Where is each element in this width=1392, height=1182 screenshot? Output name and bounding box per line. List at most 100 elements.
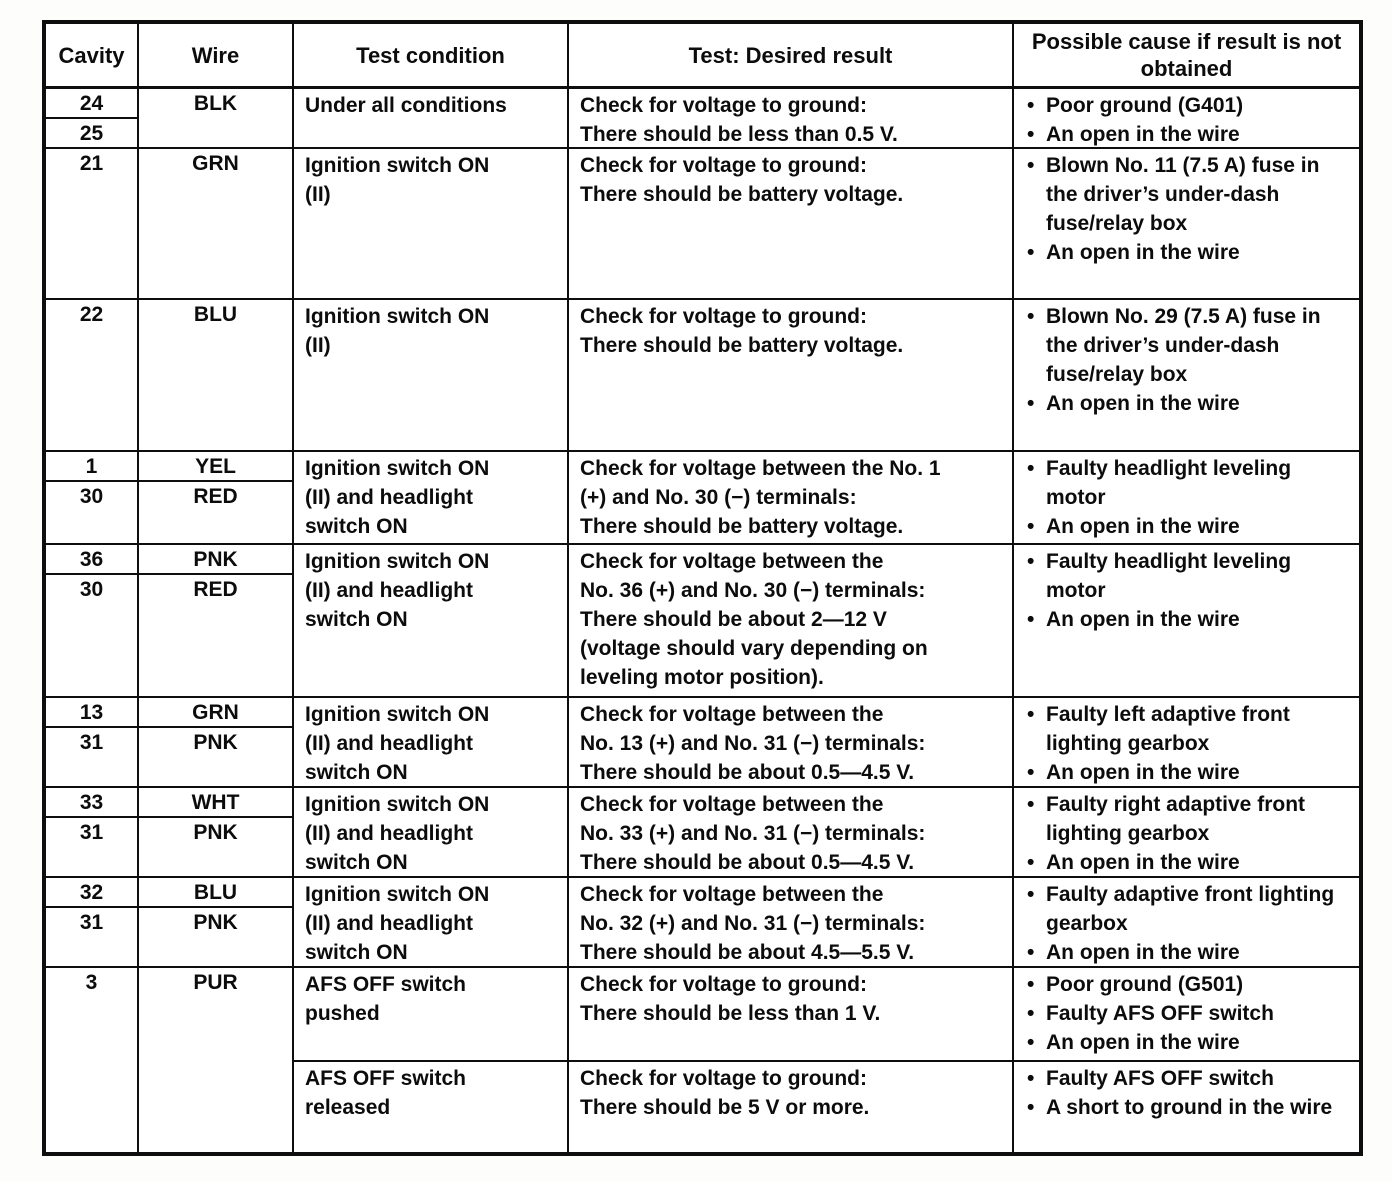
- test-condition-cell: Ignition switch ON (II): [294, 300, 569, 452]
- cause-item: An open in the wire: [1020, 848, 1355, 876]
- cavity-number: 13: [46, 698, 137, 728]
- cause-item: Faulty left adaptive front lighting gear…: [1020, 700, 1355, 758]
- cause-item: Faulty AFS OFF switch: [1020, 999, 1355, 1028]
- wire-cell: GRN: [139, 149, 294, 300]
- cause-item: Poor ground (G401): [1020, 91, 1355, 120]
- cause-list: Faulty AFS OFF switchA short to ground i…: [1020, 1064, 1355, 1122]
- wire-color: PNK: [193, 821, 238, 844]
- possible-cause-cell: Poor ground (G401)An open in the wire: [1014, 89, 1359, 149]
- wire-color: GRN: [139, 698, 292, 728]
- wire-color: PNK: [139, 545, 292, 575]
- wire-color: PNK: [193, 911, 238, 934]
- desired-result-cell: Check for voltage between the No. 36 (+)…: [569, 545, 1014, 698]
- wire-color: RED: [193, 485, 238, 508]
- test-condition-cell: Under all conditions: [294, 89, 569, 149]
- wire-color: BLK: [193, 92, 238, 115]
- desired-result-cell: Check for voltage to ground: There shoul…: [569, 968, 1014, 1062]
- cause-item: An open in the wire: [1020, 238, 1355, 267]
- header-wire: Wire: [139, 24, 294, 89]
- cause-item: Faulty headlight leveling motor: [1020, 454, 1355, 512]
- cause-item: Blown No. 29 (7.5 A) fuse in the driver’…: [1020, 302, 1355, 389]
- header-possible-cause: Possible cause if result is not obtained: [1014, 24, 1359, 89]
- desired-result-cell: Check for voltage between the No. 33 (+)…: [569, 788, 1014, 878]
- cause-list: Poor ground (G501)Faulty AFS OFF switchA…: [1020, 970, 1355, 1057]
- cause-item: Faulty right adaptive front lighting gea…: [1020, 790, 1355, 848]
- wire-color: RED: [193, 578, 238, 601]
- cavity-cell: 33 31: [46, 788, 139, 878]
- wire-color: BLU: [139, 878, 292, 908]
- header-desired-result: Test: Desired result: [569, 24, 1014, 89]
- possible-cause-cell: Faulty headlight leveling motorAn open i…: [1014, 545, 1359, 698]
- possible-cause-cell: Faulty left adaptive front lighting gear…: [1014, 698, 1359, 788]
- wire-cell: GRN PNK: [139, 698, 294, 788]
- test-condition-cell: Ignition switch ON (II) and headlight sw…: [294, 878, 569, 968]
- desired-result-cell: Check for voltage to ground: There shoul…: [569, 1062, 1014, 1152]
- wire-color: PUR: [193, 971, 238, 994]
- wire-color: GRN: [192, 152, 239, 175]
- possible-cause-cell: Faulty AFS OFF switchA short to ground i…: [1014, 1062, 1359, 1152]
- cavity-cell: 13 31: [46, 698, 139, 788]
- cavity-number: 32: [46, 878, 137, 908]
- possible-cause-cell: Poor ground (G501)Faulty AFS OFF switchA…: [1014, 968, 1359, 1062]
- wire-cell: PUR: [139, 968, 294, 1152]
- cause-item: Faulty adaptive front lighting gearbox: [1020, 880, 1355, 938]
- cavity-number: 1: [46, 452, 137, 482]
- cause-item: A short to ground in the wire: [1020, 1093, 1355, 1122]
- cause-item: An open in the wire: [1020, 758, 1355, 786]
- desired-result-cell: Check for voltage to ground: There shoul…: [569, 89, 1014, 149]
- cause-item: An open in the wire: [1020, 120, 1355, 147]
- cavity-number: 21: [79, 152, 104, 175]
- cavity-cell: 32 31: [46, 878, 139, 968]
- cause-list: Faulty adaptive front lighting gearboxAn…: [1020, 880, 1355, 966]
- possible-cause-cell: Faulty adaptive front lighting gearboxAn…: [1014, 878, 1359, 968]
- cause-item: An open in the wire: [1020, 605, 1355, 634]
- wire-cell: WHT PNK: [139, 788, 294, 878]
- desired-result-cell: Check for voltage to ground: There shoul…: [569, 149, 1014, 300]
- cavity-cell: 3: [46, 968, 139, 1152]
- cause-list: Faulty headlight leveling motorAn open i…: [1020, 454, 1355, 541]
- desired-result-cell: Check for voltage between the No. 32 (+)…: [569, 878, 1014, 968]
- test-condition-cell: AFS OFF switch pushed: [294, 968, 569, 1062]
- cause-item: An open in the wire: [1020, 938, 1355, 966]
- test-condition-cell: Ignition switch ON (II): [294, 149, 569, 300]
- diagnostic-table: Cavity Wire Test condition Test: Desired re…: [42, 20, 1363, 1156]
- cavity-number: 31: [79, 821, 104, 844]
- cause-item: An open in the wire: [1020, 512, 1355, 541]
- wire-color: PNK: [193, 731, 238, 754]
- possible-cause-cell: Blown No. 11 (7.5 A) fuse in the driver’…: [1014, 149, 1359, 300]
- wire-cell: BLK: [139, 89, 294, 149]
- cavity-number: 25: [79, 122, 104, 145]
- cause-list: Faulty right adaptive front lighting gea…: [1020, 790, 1355, 876]
- test-condition-cell: Ignition switch ON (II) and headlight sw…: [294, 788, 569, 878]
- cavity-number: 31: [79, 731, 104, 754]
- wire-cell: YEL RED: [139, 452, 294, 545]
- wire-cell: PNK RED: [139, 545, 294, 698]
- wire-cell: BLU PNK: [139, 878, 294, 968]
- cavity-number: 30: [79, 485, 104, 508]
- cavity-number: 24: [46, 89, 137, 119]
- cause-list: Blown No. 11 (7.5 A) fuse in the driver’…: [1020, 151, 1355, 267]
- cavity-cell: 1 30: [46, 452, 139, 545]
- test-condition-cell: AFS OFF switch released: [294, 1062, 569, 1152]
- cause-list: Faulty left adaptive front lighting gear…: [1020, 700, 1355, 786]
- wire-color: BLU: [193, 303, 238, 326]
- cause-item: Faulty AFS OFF switch: [1020, 1064, 1355, 1093]
- header-test-condition: Test condition: [294, 24, 569, 89]
- wire-cell: BLU: [139, 300, 294, 452]
- cavity-number: 36: [46, 545, 137, 575]
- cavity-number: 30: [79, 578, 104, 601]
- cause-item: Faulty headlight leveling motor: [1020, 547, 1355, 605]
- test-condition-cell: Ignition switch ON (II) and headlight sw…: [294, 698, 569, 788]
- cavity-cell: 21: [46, 149, 139, 300]
- cavity-cell: 22: [46, 300, 139, 452]
- desired-result-cell: Check for voltage to ground: There shoul…: [569, 300, 1014, 452]
- cause-item: An open in the wire: [1020, 1028, 1355, 1057]
- cause-item: An open in the wire: [1020, 389, 1355, 418]
- cavity-number: 22: [79, 303, 104, 326]
- cavity-number: 33: [46, 788, 137, 818]
- cause-item: Blown No. 11 (7.5 A) fuse in the driver’…: [1020, 151, 1355, 238]
- wire-color: WHT: [139, 788, 292, 818]
- test-condition-cell: Ignition switch ON (II) and headlight sw…: [294, 545, 569, 698]
- desired-result-cell: Check for voltage between the No. 13 (+)…: [569, 698, 1014, 788]
